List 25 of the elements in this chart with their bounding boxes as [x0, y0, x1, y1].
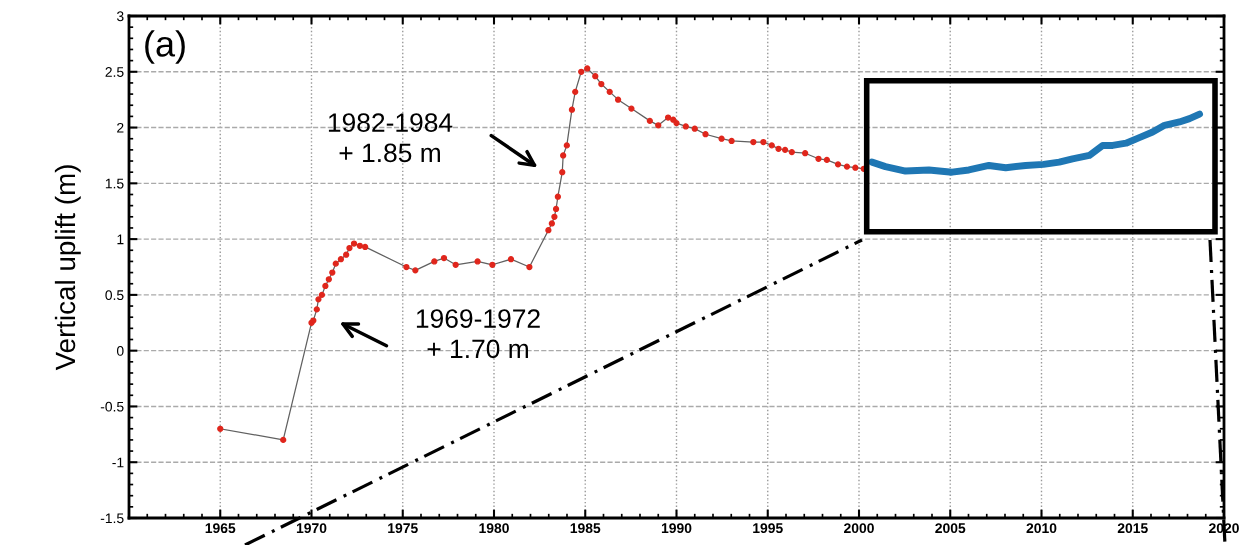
annotation: 1982-1984 + 1.85 m [328, 113, 453, 163]
x-tick-label: 2005 [935, 523, 966, 534]
annotation: (a) [145, 30, 185, 64]
annotation: 1969-1972 + 1.70 m [416, 309, 540, 359]
y-tick-label: -0.5 [100, 401, 124, 412]
y-tick-label: 1.5 [105, 178, 124, 189]
x-tick-label: 1965 [205, 523, 236, 534]
x-tick-label: 1995 [753, 523, 783, 534]
y-tick-label: 2.5 [105, 67, 124, 77]
x-tick-label: 1985 [570, 523, 601, 534]
y-tick-label: 3 [116, 11, 124, 22]
y-tick-label: -1.5 [100, 513, 124, 524]
x-tick-label: 2015 [1117, 523, 1148, 534]
x-tick-label: 2010 [1026, 523, 1057, 534]
y-tick-label: -1 [112, 457, 124, 468]
y-tick-label: 2 [117, 122, 124, 133]
x-tick-label: 1980 [479, 523, 509, 534]
y-tick-label: 0 [116, 346, 124, 356]
x-tick-label: 1970 [296, 523, 327, 534]
y-tick-label: 0.5 [105, 290, 124, 301]
x-tick-label: 2000 [844, 523, 874, 534]
x-tick-label: 1975 [388, 523, 418, 534]
y-axis-title: Vertical uplift (m) [54, 165, 81, 371]
x-tick-label: 1990 [661, 523, 692, 534]
y-tick-label: 1 [117, 234, 124, 245]
